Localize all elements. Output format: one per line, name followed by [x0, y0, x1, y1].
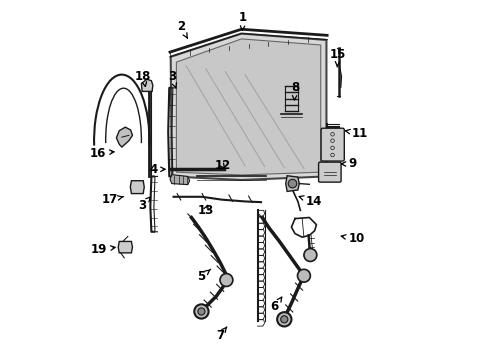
Circle shape: [281, 316, 288, 323]
Text: 6: 6: [270, 297, 282, 313]
Circle shape: [198, 308, 205, 315]
Circle shape: [277, 312, 292, 327]
Text: 9: 9: [342, 157, 357, 170]
Text: 15: 15: [330, 49, 346, 67]
Text: 8: 8: [291, 81, 299, 100]
Text: 17: 17: [102, 193, 123, 206]
Circle shape: [304, 249, 317, 261]
Text: 12: 12: [215, 159, 231, 172]
Text: 1: 1: [239, 11, 247, 30]
Text: 16: 16: [89, 147, 114, 160]
Text: 18: 18: [135, 70, 151, 86]
Text: 13: 13: [197, 204, 214, 217]
Polygon shape: [171, 33, 326, 180]
Text: 7: 7: [216, 327, 227, 342]
Circle shape: [220, 274, 233, 287]
Polygon shape: [118, 242, 132, 253]
Text: 14: 14: [299, 195, 322, 208]
Text: 11: 11: [345, 127, 368, 140]
Polygon shape: [130, 181, 144, 194]
FancyBboxPatch shape: [318, 162, 341, 182]
Text: 10: 10: [341, 233, 365, 246]
Text: 4: 4: [149, 163, 165, 176]
Polygon shape: [176, 39, 321, 175]
Polygon shape: [142, 79, 153, 91]
Circle shape: [297, 269, 310, 282]
Circle shape: [288, 179, 297, 188]
FancyBboxPatch shape: [321, 128, 344, 161]
Text: 19: 19: [91, 243, 115, 256]
Circle shape: [194, 304, 209, 319]
Text: 5: 5: [197, 269, 211, 283]
Polygon shape: [170, 175, 190, 185]
Polygon shape: [117, 127, 132, 147]
Text: 3: 3: [168, 70, 176, 88]
Text: 2: 2: [176, 20, 188, 38]
Text: 3: 3: [139, 197, 150, 212]
Polygon shape: [286, 176, 299, 192]
